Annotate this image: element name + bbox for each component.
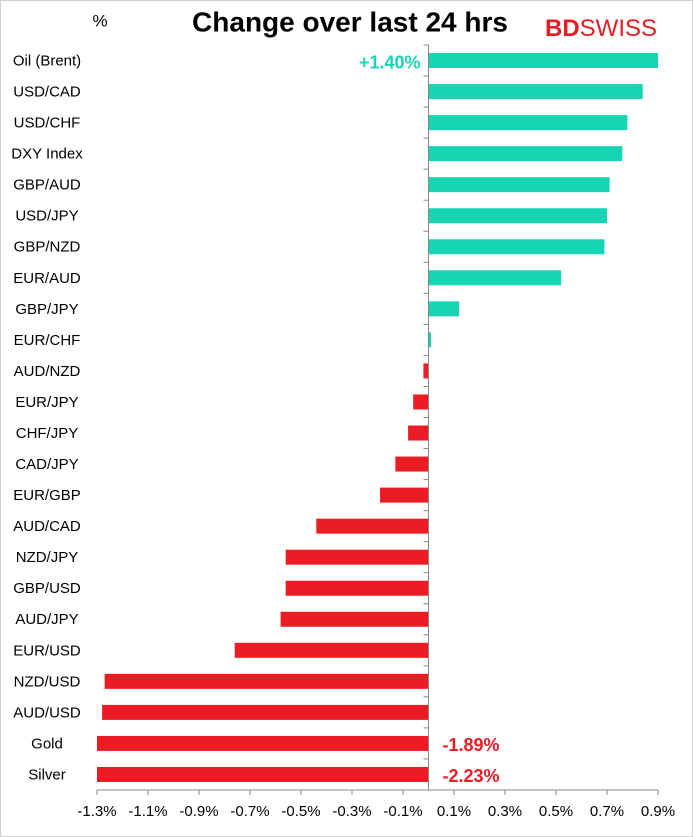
bar bbox=[280, 611, 429, 627]
y-tick-label: Silver bbox=[28, 766, 66, 783]
bar bbox=[97, 735, 429, 751]
x-tick-label: 0.7% bbox=[590, 803, 624, 820]
bar bbox=[380, 487, 429, 503]
y-tick-label: EUR/CHF bbox=[14, 332, 81, 349]
y-tick-label: EUR/USD bbox=[13, 642, 81, 659]
y-tick-label: Gold bbox=[31, 735, 63, 752]
y-tick-label: EUR/AUD bbox=[13, 270, 81, 287]
x-tick-label: -0.3% bbox=[332, 803, 371, 820]
y-tick-label: DXY Index bbox=[11, 146, 83, 163]
bar bbox=[285, 549, 429, 565]
unit-label: % bbox=[92, 11, 107, 30]
x-tick-label: 0.9% bbox=[641, 803, 675, 820]
x-tick-label: -0.5% bbox=[281, 803, 320, 820]
y-tick-label: USD/JPY bbox=[15, 208, 78, 225]
y-tick-label: USD/CHF bbox=[14, 115, 81, 132]
y-tick-label: EUR/JPY bbox=[15, 394, 78, 411]
y-tick-label: AUD/NZD bbox=[14, 363, 81, 380]
y-tick-label: Oil (Brent) bbox=[13, 52, 81, 69]
bar bbox=[428, 115, 628, 131]
x-tick-label: 0.3% bbox=[488, 803, 522, 820]
y-tick-label: GBP/USD bbox=[13, 580, 81, 597]
bar bbox=[285, 580, 429, 596]
bar bbox=[428, 53, 658, 69]
y-tick-label: CHF/JPY bbox=[16, 425, 79, 442]
x-tick-label: -1.1% bbox=[128, 803, 167, 820]
x-tick-label: -0.1% bbox=[383, 803, 422, 820]
bar bbox=[428, 270, 562, 286]
bar bbox=[428, 301, 460, 317]
bar bbox=[428, 146, 623, 162]
bar bbox=[413, 394, 429, 410]
bar bbox=[428, 177, 610, 193]
bar bbox=[234, 642, 429, 658]
y-tick-label: GBP/AUD bbox=[13, 177, 81, 194]
y-tick-label: GBP/NZD bbox=[14, 239, 81, 256]
y-tick-label: AUD/USD bbox=[13, 704, 81, 721]
x-tick-label: -0.9% bbox=[179, 803, 218, 820]
bar bbox=[104, 673, 429, 689]
logo: BDSWISS bbox=[545, 15, 657, 42]
bar bbox=[428, 84, 643, 100]
x-tick-label: -1.3% bbox=[77, 803, 116, 820]
bar bbox=[428, 239, 605, 255]
chart-title: Change over last 24 hrs bbox=[192, 6, 508, 37]
y-tick-label: AUD/JPY bbox=[15, 611, 78, 628]
y-tick-label: NZD/USD bbox=[14, 673, 81, 690]
bar bbox=[408, 425, 429, 441]
y-tick-label: NZD/JPY bbox=[16, 549, 79, 566]
bar bbox=[423, 363, 429, 379]
bar bbox=[97, 766, 429, 782]
bar bbox=[395, 456, 429, 472]
y-tick-label: AUD/CAD bbox=[13, 518, 81, 535]
y-tick-label: GBP/JPY bbox=[15, 301, 78, 318]
value-label: -2.23% bbox=[443, 766, 500, 786]
y-tick-label: USD/CAD bbox=[13, 84, 81, 101]
y-tick-label: EUR/GBP bbox=[13, 487, 81, 504]
x-tick-label: -0.7% bbox=[230, 803, 269, 820]
plot-area bbox=[97, 53, 658, 782]
y-tick-label: CAD/JPY bbox=[15, 456, 78, 473]
bar bbox=[428, 332, 432, 348]
value-label: -1.89% bbox=[443, 735, 500, 755]
bar bbox=[428, 208, 607, 224]
bar bbox=[102, 704, 429, 720]
value-label: +1.40% bbox=[359, 52, 421, 72]
logo-bold: BD bbox=[545, 15, 580, 42]
x-tick-label: 0.5% bbox=[539, 803, 573, 820]
logo-rest: SWISS bbox=[580, 15, 657, 42]
bar bbox=[316, 518, 429, 534]
x-tick-label: 0.1% bbox=[437, 803, 471, 820]
